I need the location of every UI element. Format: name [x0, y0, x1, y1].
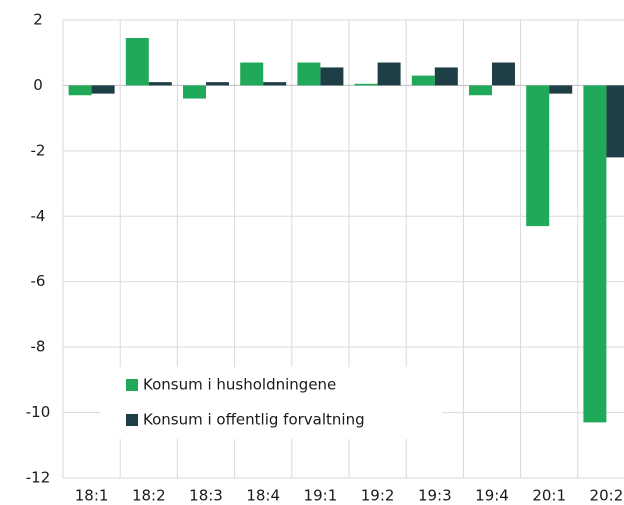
- bar: [320, 67, 344, 86]
- bar: [68, 85, 92, 96]
- y-tick-label: -10: [26, 403, 51, 421]
- y-tick-label: -2: [31, 141, 46, 159]
- bar: [583, 85, 607, 423]
- bar: [469, 85, 492, 96]
- bar: [434, 67, 458, 86]
- x-tick-label: 18:2: [132, 487, 166, 505]
- x-tick-label: 19:4: [475, 487, 509, 505]
- bar: [606, 85, 624, 158]
- legend-swatch: [126, 379, 138, 391]
- x-tick-label: 20:2: [590, 487, 624, 505]
- bar: [148, 82, 172, 86]
- y-tick-label: 2: [33, 11, 43, 29]
- legend-swatch: [126, 414, 138, 426]
- bar: [492, 62, 515, 86]
- legend-background: [100, 367, 442, 439]
- bar: [263, 82, 287, 86]
- legend: Konsum i husholdningene Konsum i offentli…: [100, 367, 442, 439]
- y-tick-label: 0: [33, 76, 43, 94]
- x-tick-label: 19:3: [418, 487, 452, 505]
- y-tick-label: -12: [26, 469, 51, 487]
- bar: [91, 85, 115, 94]
- legend-label: Konsum i husholdningene: [143, 376, 336, 394]
- x-tick-label: 19:2: [361, 487, 395, 505]
- x-tick-label: 19:1: [304, 487, 338, 505]
- bar: [411, 75, 435, 86]
- bar: [549, 85, 573, 94]
- bar: [183, 85, 206, 99]
- y-tick-label: -6: [31, 272, 46, 290]
- x-tick-label: 18:1: [75, 487, 109, 505]
- bar: [206, 82, 229, 86]
- bar: [526, 85, 550, 227]
- x-tick-label: 18:4: [246, 487, 280, 505]
- x-tick-label: 18:3: [189, 487, 223, 505]
- bar: [240, 62, 264, 86]
- bar: [377, 62, 401, 86]
- legend-label: Konsum i offentlig forvaltning: [143, 411, 365, 429]
- y-tick-label: -8: [31, 338, 46, 356]
- bar: [297, 62, 321, 86]
- bar: [354, 83, 378, 86]
- x-tick-label: 20:1: [532, 487, 566, 505]
- y-tick-label: -4: [31, 207, 46, 225]
- bar: [125, 37, 149, 86]
